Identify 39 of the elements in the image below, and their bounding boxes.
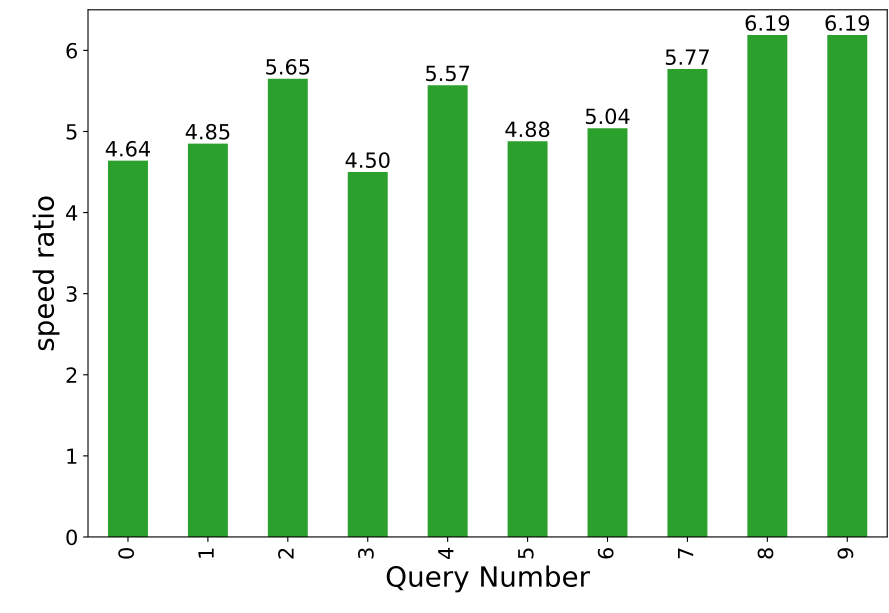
bar [268,78,308,537]
data-label: 4.64 [106,140,150,157]
data-label: 6.19 [746,15,790,31]
data-label: 4.50 [346,152,390,168]
data-label: 5.77 [666,49,709,65]
bar [348,172,388,537]
data-label: 6.19 [826,15,869,31]
data-label: 5.04 [586,108,630,124]
x-tick-label: 3 [358,548,374,558]
bar [667,69,708,537]
data-label: 4.85 [186,124,230,140]
y-tick-label: 2 [66,367,76,383]
bar [108,160,148,537]
y-tick-label: 1 [67,448,76,464]
x-tick-label: 7 [678,548,694,558]
x-tick-label: 1 [198,548,214,558]
x-axis-title: Query Number [386,566,590,592]
x-tick-label: 5 [518,548,534,558]
data-label: 4.88 [505,121,550,138]
x-tick-label: 9 [838,548,854,559]
x-tick-label: 0 [118,548,134,559]
bar [827,34,868,537]
x-tick-label: 4 [438,548,454,559]
data-label: 5.65 [266,58,310,75]
y-tick-label: 5 [66,124,76,140]
bar [428,85,468,537]
y-tick-label: 4 [66,205,78,220]
y-tick-label: 6 [66,42,77,59]
bar [508,141,548,537]
x-tick-label: 6 [598,548,614,559]
data-label: 5.57 [426,66,470,82]
x-tick-label: 8 [758,548,774,559]
x-tick-label: 2 [278,548,294,558]
bar [588,128,628,537]
bar [188,144,228,537]
y-tick-label: 0 [66,529,77,546]
bar [747,34,788,537]
y-tick-label: 3 [66,286,77,302]
y-axis-title: speed ratio [32,196,60,350]
